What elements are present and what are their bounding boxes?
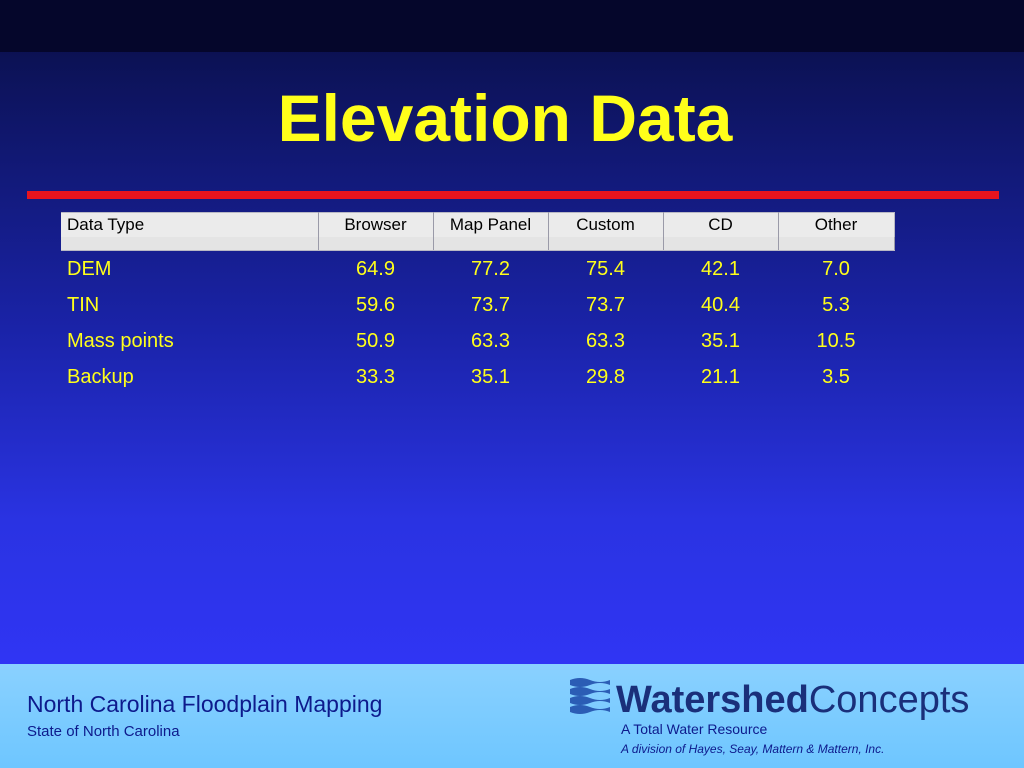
cell-other: 3.5 — [822, 365, 850, 388]
cell-data-type: Backup — [67, 365, 134, 388]
cell-browser: 33.3 — [356, 365, 395, 388]
table-header-row: Data Type Browser Map Panel Custom CD Ot… — [61, 212, 895, 237]
cell-cd: 40.4 — [701, 293, 740, 316]
cell-custom: 75.4 — [586, 257, 625, 280]
cell-other: 5.3 — [822, 293, 850, 316]
watershed-concepts-logo: WatershedConcepts — [568, 674, 988, 724]
column-header-custom: Custom — [548, 212, 664, 237]
cell-cd: 21.1 — [701, 365, 740, 388]
logo-word-bold: Watershed — [616, 679, 809, 721]
footer-subtitle: State of North Carolina — [27, 723, 180, 740]
title-divider — [27, 191, 999, 199]
column-header-other: Other — [778, 212, 895, 237]
table-row: TIN 59.6 73.7 73.7 40.4 5.3 — [61, 287, 894, 323]
slide-footer: North Carolina Floodplain Mapping State … — [0, 664, 1024, 768]
slide-title: Elevation Data — [277, 81, 733, 155]
cell-browser: 59.6 — [356, 293, 395, 316]
watershed-waves-logo-icon — [570, 678, 610, 714]
elevation-data-table: Data Type Browser Map Panel Custom CD Ot… — [61, 212, 895, 395]
column-header-browser: Browser — [318, 212, 434, 237]
cell-map-panel: 73.7 — [471, 293, 510, 316]
footer-title: North Carolina Floodplain Mapping — [27, 691, 383, 717]
cell-data-type: Mass points — [67, 329, 174, 352]
top-band — [0, 0, 1024, 52]
column-header-cd: CD — [663, 212, 779, 237]
cell-custom: 73.7 — [586, 293, 625, 316]
logo-word-regular: Concepts — [808, 679, 970, 721]
cell-other: 10.5 — [816, 329, 856, 352]
cell-browser: 64.9 — [356, 257, 395, 280]
cell-other: 7.0 — [822, 257, 850, 280]
cell-map-panel: 35.1 — [471, 365, 510, 388]
logo-wordmark: WatershedConcepts — [616, 678, 969, 722]
cell-data-type: DEM — [67, 257, 112, 280]
cell-custom: 29.8 — [586, 365, 625, 388]
table-header-spacer — [61, 237, 895, 251]
table-row: DEM 64.9 77.2 75.4 42.1 7.0 — [61, 251, 894, 288]
cell-custom: 63.3 — [586, 329, 625, 352]
cell-cd: 35.1 — [701, 329, 740, 352]
cell-cd: 42.1 — [701, 257, 740, 280]
table-row: Mass points 50.9 63.3 63.3 35.1 10.5 — [61, 323, 894, 359]
column-header-map-panel: Map Panel — [433, 212, 549, 237]
table-row: Backup 33.3 35.1 29.8 21.1 3.5 — [61, 359, 894, 395]
cell-browser: 50.9 — [356, 329, 395, 352]
logo-tagline: A Total Water Resource — [621, 721, 768, 737]
cell-map-panel: 63.3 — [471, 329, 510, 352]
cell-map-panel: 77.2 — [471, 257, 510, 280]
cell-data-type: TIN — [67, 293, 100, 316]
logo-division-note: A division of Hayes, Seay, Mattern & Mat… — [621, 742, 885, 756]
column-header-data-type: Data Type — [61, 212, 319, 237]
